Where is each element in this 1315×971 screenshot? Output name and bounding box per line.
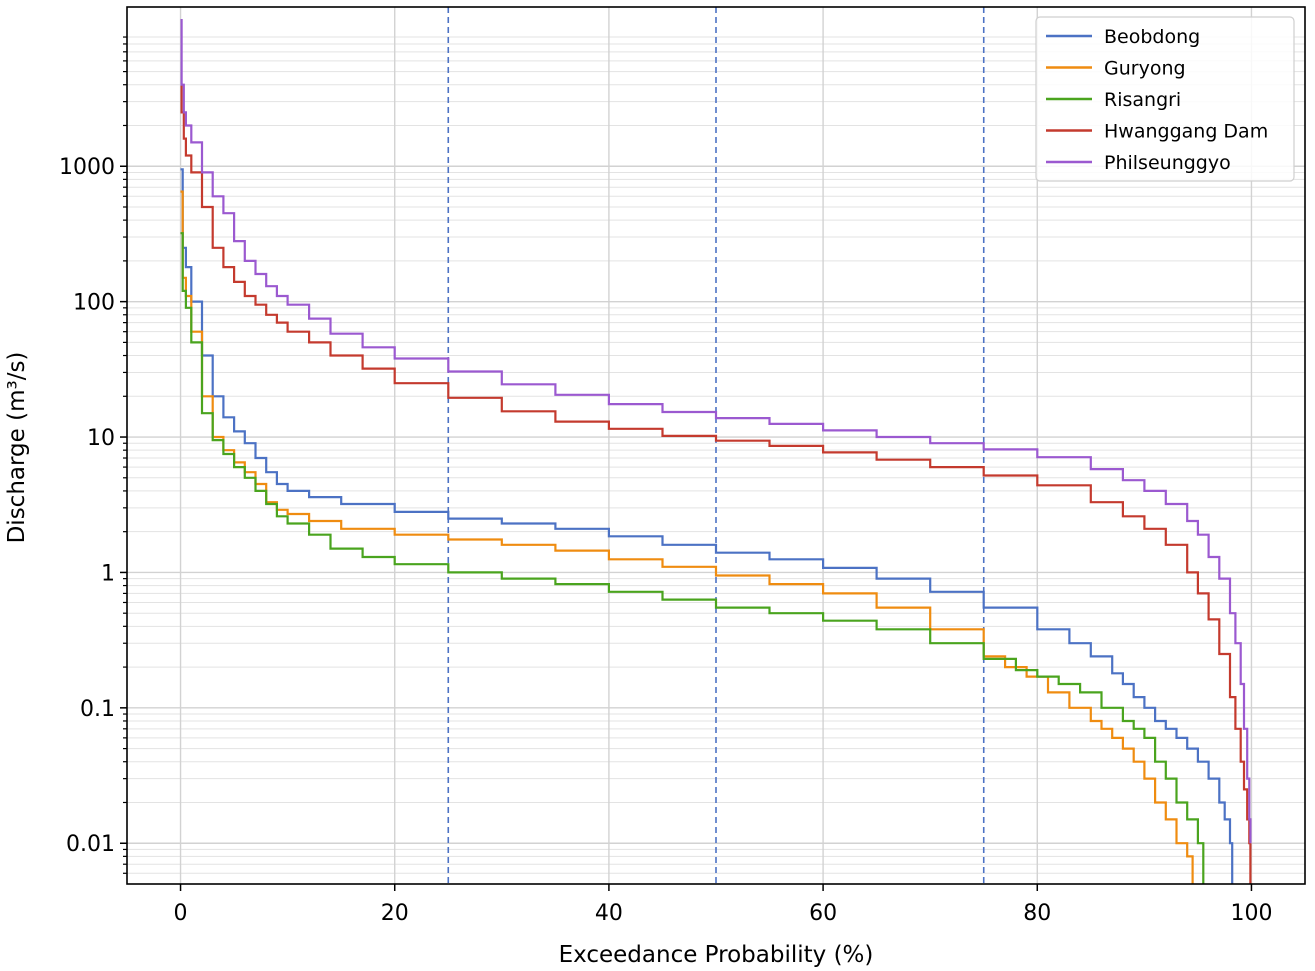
x-tick-label: 60 <box>809 901 837 926</box>
x-tick-label: 100 <box>1230 901 1272 926</box>
series-line <box>180 83 1252 884</box>
legend-label: Risangri <box>1104 89 1181 111</box>
series-line <box>180 168 1234 884</box>
y-tick-label: 10 <box>87 426 115 451</box>
y-tick-label: 100 <box>73 291 115 316</box>
series-line <box>180 232 1205 884</box>
legend-label: Beobdong <box>1104 26 1200 48</box>
legend-label: Hwanggang Dam <box>1104 121 1268 143</box>
axis-ticks: 0.01 0.1 1 10 100 1000 0 20 40 60 80 100 <box>59 36 1272 926</box>
y-tick-label: 0.01 <box>66 832 115 857</box>
series-lines <box>180 19 1252 884</box>
y-tick-label: 0.1 <box>80 697 115 722</box>
legend-label: Philseunggyo <box>1104 152 1231 174</box>
x-axis-title: Exceedance Probability (%) <box>559 942 874 968</box>
legend-box <box>1035 16 1295 182</box>
legend: Beobdong Guryong Risangri Hwanggang Dam Phil… <box>1035 16 1295 182</box>
x-tick-label: 20 <box>381 901 409 926</box>
legend-label: Guryong <box>1104 58 1186 80</box>
y-tick-label: 1 <box>101 561 115 586</box>
plot-frame <box>126 6 1306 885</box>
x-tick-label: 0 <box>174 901 188 926</box>
y-tick-label: 1000 <box>59 155 115 180</box>
x-tick-label: 40 <box>595 901 623 926</box>
reference-lines <box>447 7 985 884</box>
series-line <box>180 19 1252 844</box>
y-axis-title: Discharge (m³/s) <box>4 352 30 544</box>
x-tick-label: 80 <box>1023 901 1051 926</box>
